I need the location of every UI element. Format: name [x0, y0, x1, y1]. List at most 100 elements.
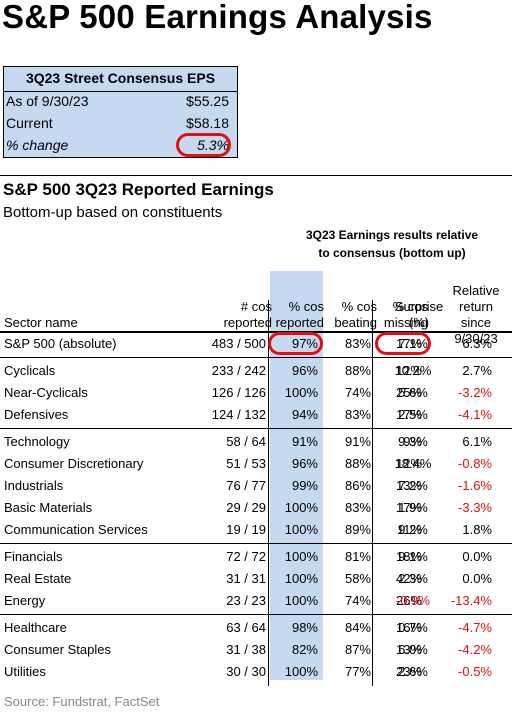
cell-missing: 9% [403, 434, 422, 449]
cell-missing: 17% [395, 407, 422, 422]
col-header-line: % cos [341, 299, 377, 314]
cell-beating: 91% [344, 434, 371, 449]
cell-reported: 31 / 38 [226, 642, 266, 657]
cell-surprise: 18.4% [394, 456, 432, 471]
cell-surprise: 2.3% [398, 571, 428, 586]
cell-surprise: 9.3% [398, 434, 428, 449]
cell-missing: 12% [395, 363, 422, 378]
eps-row-value: $58.18 [186, 115, 229, 131]
cell-pct-reported: 94% [291, 407, 318, 422]
cell-relative: 6.1% [462, 434, 492, 449]
cell-reported: 23 / 23 [226, 593, 266, 608]
cell-missing: 16% [395, 620, 422, 635]
cell-pct-reported: 96% [291, 456, 318, 471]
cell-pct-reported: 91% [291, 434, 318, 449]
cell-reported: 124 / 132 [211, 407, 266, 422]
cell-name: Defensives [4, 407, 69, 422]
col-header-line: # cos [240, 299, 272, 314]
table-row: Technology 58 / 64 91% 91% 9% 9.3% 6.1% [0, 431, 512, 453]
col-header-missing: % cos missing [384, 299, 428, 331]
col-header-line: (%) [408, 315, 430, 330]
cell-beating: 83% [344, 336, 371, 351]
cell-reported: 233 / 242 [211, 363, 266, 378]
table-subtitle: Bottom-up based on constituents [3, 204, 223, 221]
table-row: Consumer Discretionary 51 / 53 96% 88% 12% 18… [0, 453, 512, 475]
table-row: S&P 500 (absolute) 483 / 500 97% 83% 17% 7.1%… [0, 333, 512, 355]
table-title: S&P 500 3Q23 Reported Earnings [3, 180, 274, 199]
cell-beating: 74% [344, 385, 371, 400]
section-divider [0, 175, 512, 176]
cell-beating: 88% [344, 363, 371, 378]
cell-pct-reported: 100% [284, 385, 318, 400]
col-header-line: Surprise [394, 299, 444, 314]
table-row: Utilities 30 / 30 100% 77% 23% 2.6% -0.5% [0, 661, 512, 683]
col-header-sector: Sector name [4, 315, 78, 330]
table-row: Communication Services 19 / 19 100% 89% 11% 9… [0, 519, 512, 541]
cell-name: Cyclicals [4, 363, 56, 378]
group-rule [0, 543, 512, 544]
cell-surprise: 6.0% [398, 642, 428, 657]
col-header-reported: # cos reported [224, 299, 272, 331]
table-row: Real Estate 31 / 31 100% 58% 42% 2.3% 0.0% [0, 568, 512, 590]
cell-reported: 30 / 30 [226, 664, 266, 679]
cell-reported: 29 / 29 [226, 500, 266, 515]
cell-relative: 6.3% [462, 336, 492, 351]
cell-missing: 17% [395, 336, 422, 351]
cell-name: Basic Materials [4, 500, 93, 515]
cell-missing: 25% [395, 385, 422, 400]
col-header-line: missing [383, 315, 428, 330]
cell-pct-reported: 100% [284, 593, 318, 608]
cell-pct-reported: 100% [284, 522, 318, 537]
cell-name: S&P 500 (absolute) [4, 336, 117, 351]
cell-reported: 483 / 500 [211, 336, 266, 351]
cell-beating: 84% [344, 620, 371, 635]
cell-beating: 77% [344, 664, 371, 679]
cell-name: Communication Services [4, 522, 148, 537]
col-header-beating: % cos beating [334, 299, 377, 331]
cell-name: Utilities [4, 664, 46, 679]
cell-missing: 18% [395, 549, 422, 564]
eps-row-value: $55.25 [186, 93, 229, 109]
cell-reported: 72 / 72 [226, 549, 266, 564]
cell-pct-reported: 100% [284, 571, 318, 586]
cell-reported: 63 / 64 [226, 620, 266, 635]
cell-relative: -1.6% [458, 478, 492, 493]
cell-beating: 74% [344, 593, 371, 608]
cell-name: Energy [4, 593, 46, 608]
cell-relative: -4.7% [458, 620, 492, 635]
eps-row-label: Current [6, 115, 53, 131]
cell-name: Healthcare [4, 620, 67, 635]
col-divider [268, 300, 269, 686]
eps-box-divider [4, 91, 237, 92]
cell-name: Consumer Staples [4, 642, 111, 657]
cell-relative: -0.8% [458, 456, 492, 471]
table-row: Basic Materials 29 / 29 100% 83% 17% 1.9% -3.3… [0, 497, 512, 519]
cell-relative: 2.7% [462, 363, 492, 378]
cell-reported: 76 / 77 [226, 478, 266, 493]
col-header-line: % cos [288, 299, 324, 314]
group-rule [0, 357, 512, 358]
col-divider [372, 300, 373, 686]
cell-beating: 83% [344, 500, 371, 515]
cell-relative: 0.0% [462, 571, 492, 586]
table-row: Near-Cyclicals 126 / 126 100% 74% 25% 5.6% -3.… [0, 382, 512, 404]
cell-beating: 81% [344, 549, 371, 564]
col-header-line: Relative [452, 283, 500, 298]
cell-beating: 58% [344, 571, 371, 586]
cell-beating: 88% [344, 456, 371, 471]
cell-reported: 31 / 31 [226, 571, 266, 586]
cell-pct-reported: 100% [284, 500, 318, 515]
cell-relative: -4.1% [458, 407, 492, 422]
cell-missing: 26% [395, 593, 422, 608]
cell-missing: 13% [395, 478, 422, 493]
cell-surprise: 10.2% [394, 363, 432, 378]
cell-missing: 13% [395, 642, 422, 657]
col-header-line: 9/30/23 [454, 331, 498, 346]
cell-name: Financials [4, 549, 63, 564]
cell-missing: 11% [396, 522, 422, 537]
cell-relative: -13.4% [450, 593, 492, 608]
table-row: Defensives 124 / 132 94% 83% 17% 2.5% -4.1% [0, 404, 512, 426]
cell-surprise: 1.9% [398, 500, 428, 515]
cell-surprise: 0.7% [398, 620, 428, 635]
table-row: Cyclicals 233 / 242 96% 88% 12% 10.2% 2.7% [0, 360, 512, 382]
